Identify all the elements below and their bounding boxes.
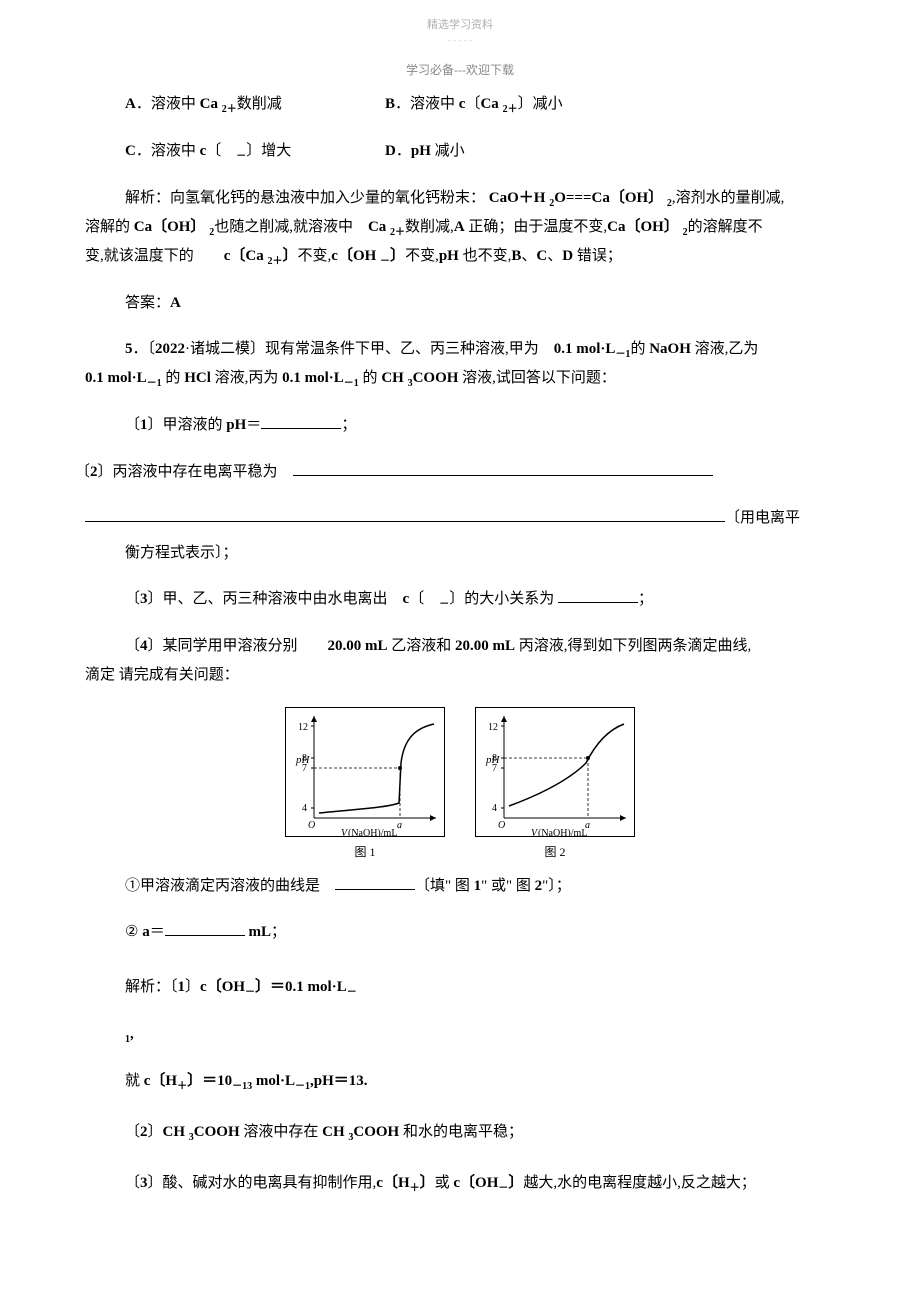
blank-relation[interactable] [558,588,638,603]
option-row-2: C．溶液中 c〔 －〕增大 D．pH 减小 [85,137,835,166]
explanation-2-line-2: 〔2〕CH 3COOH 溶液中存在 CH 3COOH 和水的电离平稳； [85,1118,835,1147]
option-row-1: A．溶液中 Ca 2＋数削减 B．溶液中 c〔Ca 2＋〕减小 [85,90,835,119]
chart-2-label: 图 2 [544,841,565,864]
explanation-2-line-1c: 就 c〔H＋〕＝10－13 mol·L－1,pH＝13. [85,1067,835,1096]
svg-text:8: 8 [492,753,497,764]
svg-text:12: 12 [298,722,308,733]
svg-text:a: a [397,820,402,831]
blank-ionization-2[interactable] [85,507,725,522]
blank-ph[interactable] [261,414,341,429]
explanation-1-line-3: 变,就该温度下的 c〔Ca 2＋〕不变,c〔OH －〕不变,pH 也不变,B、C… [85,242,835,271]
explanation-2-line-3: 〔3〕酸、碱对水的电离具有抑制作用,c〔H＋〕或 c〔OH－〕越大,水的电离程度… [85,1169,835,1198]
sub-question-2-line-2: 〔用电离平 [85,504,835,533]
chart-2-container: pH 4 7 8 12 O a V (NaOH)/mL 图 2 [475,707,635,864]
option-c: C．溶液中 c〔 －〕增大 [85,137,385,166]
svg-text:12: 12 [488,722,498,733]
svg-text:(NaOH)/mL: (NaOH)/mL [538,828,587,837]
sub-question-4-line-1: 〔4〕某同学用甲溶液分别 20.00 mL 乙溶液和 20.00 mL 丙溶液,… [85,632,835,661]
document-content: A．溶液中 Ca 2＋数削减 B．溶液中 c〔Ca 2＋〕减小 C．溶液中 c〔… [0,90,920,1198]
chart-2-svg: pH 4 7 8 12 O a V (NaOH)/mL [475,707,635,837]
svg-text:7: 7 [492,763,497,774]
svg-text:(NaOH)/mL: (NaOH)/mL [348,828,397,837]
sub-question-4-line-2: 滴定 请完成有关问题： [85,661,835,690]
explanation-1-line-1: 解析：向氢氧化钙的悬浊液中加入少量的氧化钙粉末： CaO＋H 2O===Ca〔O… [85,184,835,213]
svg-text:O: O [498,820,505,831]
blank-curve[interactable] [335,875,415,890]
sub-question-2-line-3: 衡方程式表示〕； [85,539,835,568]
svg-text:7: 7 [302,763,307,774]
option-b: B．溶液中 c〔Ca 2＋〕减小 [385,90,563,119]
sub-question-1: 〔1〕甲溶液的 pH＝； [85,411,835,440]
svg-text:4: 4 [302,803,307,814]
sub-question-4-c2: ② a＝ mL； [85,918,835,947]
chart-1-svg: pH 4 7 8 12 O a V (NaOH)/mL [285,707,445,837]
sub-question-3: 〔3〕甲、乙、丙三种溶液中由水电离出 c〔 －〕的大小关系为 ； [85,585,835,614]
header-subwatermark: 学习必备---欢迎下载 [0,59,920,82]
option-d: D．pH 减小 [385,137,465,166]
explanation-1-line-2: 溶解的 Ca〔OH〕 2也随之削减,就溶液中 Ca 2＋数削减,A 正确；由于温… [85,213,835,242]
svg-text:4: 4 [492,803,497,814]
explanation-2-line-1b: 1, [85,1020,835,1049]
blank-ionization-1[interactable] [293,461,713,476]
question-5-line-2: 0.1 mol·L－1 的 HCl 溶液,丙为 0.1 mol·L－1 的 CH… [85,364,835,393]
blank-a-value[interactable] [165,921,245,936]
sub-question-2-line-1: 〔2〕丙溶液中存在电离平稳为 [75,458,835,487]
answer-1: 答案：A [85,289,835,318]
svg-text:8: 8 [302,753,307,764]
sub-question-4-c1: ①甲溶液滴定丙溶液的曲线是 〔填" 图 1" 或" 图 2"〕； [85,872,835,901]
chart-1-container: pH 4 7 8 12 O a V (NaOH)/mL 图 1 [285,707,445,864]
option-a: A．溶液中 Ca 2＋数削减 [85,90,385,119]
watermark-top-text: 精选学习资料 [427,19,493,31]
header-watermark: 精选学习资料 - - - - - [0,0,920,49]
svg-text:O: O [308,820,315,831]
chart-1-label: 图 1 [354,841,375,864]
titration-charts: pH 4 7 8 12 O a V (NaOH)/mL 图 1 [85,707,835,864]
question-5-line-1: 5．〔2022·诸城二模〕现有常温条件下甲、乙、丙三种溶液,甲为 0.1 mol… [85,335,835,364]
watermark-dots: - - - - - [448,35,472,45]
explanation-2-line-1: 解析：〔1〕c〔OH－〕＝0.1 mol·L－ [85,973,835,1002]
